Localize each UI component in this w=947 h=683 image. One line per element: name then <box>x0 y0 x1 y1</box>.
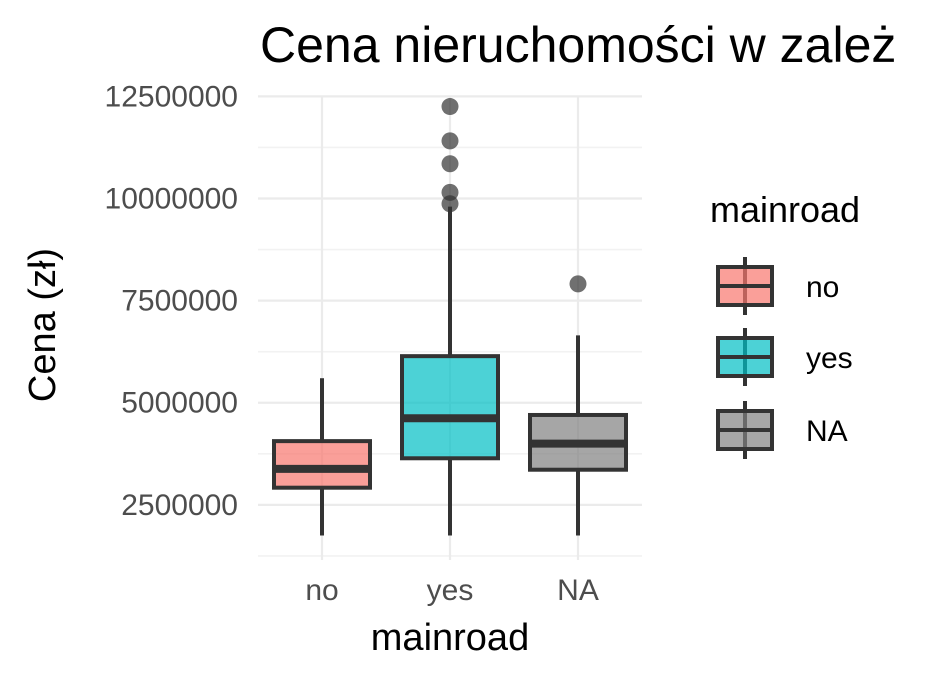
legend-title: mainroad <box>710 189 860 230</box>
outlier-point <box>441 155 459 173</box>
iqr-box <box>400 354 500 461</box>
legend: mainroad no yes NA <box>710 189 860 459</box>
legend-label: NA <box>806 415 848 448</box>
chart-title: Cena nieruchomości w zależ <box>260 17 896 73</box>
legend-label: yes <box>806 342 853 375</box>
x-axis-ticks: no yes NA <box>305 574 599 607</box>
iqr-box <box>272 439 372 490</box>
y-axis-title: Cena (zł) <box>22 248 64 402</box>
outlier-point <box>441 132 459 150</box>
outlier-point <box>441 183 459 201</box>
box-no <box>272 378 372 536</box>
y-tick-label: 12500000 <box>105 80 238 113</box>
y-tick-label: 10000000 <box>105 182 238 215</box>
legend-item-yes: yes <box>716 328 853 386</box>
box-series <box>272 98 628 536</box>
y-tick-label: 2500000 <box>121 489 238 522</box>
y-tick-label: 7500000 <box>121 285 238 318</box>
box-yes <box>400 98 500 536</box>
legend-label: no <box>806 271 839 304</box>
x-tick-label: no <box>305 574 338 607</box>
y-axis-ticks: 2500000 5000000 7500000 10000000 12500000 <box>105 80 238 522</box>
outlier-point <box>569 275 587 293</box>
x-tick-label: yes <box>427 574 474 607</box>
x-axis-title: mainroad <box>371 617 529 659</box>
outlier-point <box>441 98 459 116</box>
legend-item-na: NA <box>716 401 848 459</box>
box-na <box>528 275 628 536</box>
legend-item-no: no <box>716 257 839 315</box>
y-tick-label: 5000000 <box>121 387 238 420</box>
x-tick-label: NA <box>557 574 599 607</box>
